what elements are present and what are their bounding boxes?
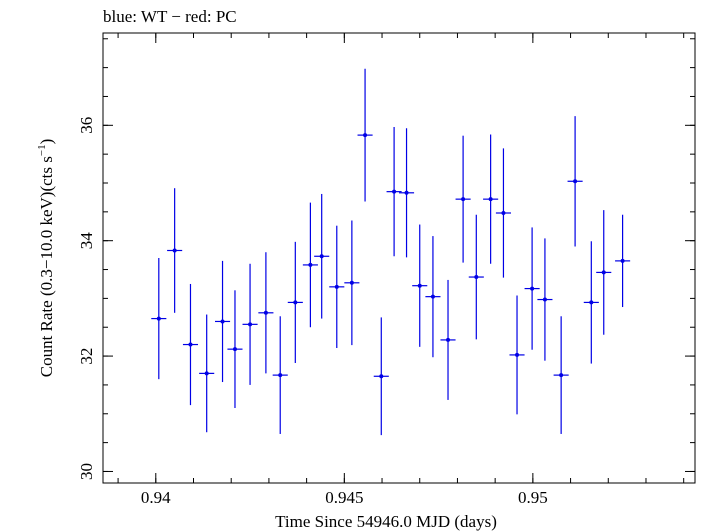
point-marker: [319, 254, 324, 259]
point-marker: [188, 342, 193, 347]
point-marker: [220, 319, 225, 324]
point-marker: [404, 190, 409, 195]
point-marker: [204, 371, 209, 376]
point-marker: [417, 283, 422, 288]
point-marker: [430, 294, 435, 299]
data-point: [399, 128, 415, 258]
data-point: [182, 283, 199, 406]
data-point: [227, 290, 243, 408]
point-marker: [501, 211, 506, 215]
point-marker: [515, 352, 520, 357]
data-point: [329, 225, 345, 348]
data-point: [553, 316, 569, 434]
point-marker: [363, 133, 368, 138]
chart-title: blue: WT − red: PC: [103, 7, 237, 26]
point-marker: [278, 373, 283, 378]
point-marker: [263, 310, 268, 315]
point-marker: [392, 189, 397, 194]
point-marker: [474, 275, 479, 280]
data-point: [615, 214, 631, 308]
data-point: [412, 224, 428, 347]
y-tick-label: 30: [77, 463, 96, 480]
axis-ticks: [103, 33, 695, 483]
point-marker: [248, 322, 253, 327]
data-points: [151, 68, 631, 436]
data-point: [357, 68, 373, 202]
y-tick-label: 36: [77, 117, 96, 134]
x-tick-label: 0.945: [325, 488, 363, 507]
y-axis-label: Count Rate (0.3−10.0 keV)(cts s−1): [36, 139, 56, 378]
y-axis-label-close: ): [37, 139, 56, 145]
data-point: [242, 263, 258, 385]
point-marker: [620, 258, 625, 263]
point-marker: [461, 197, 466, 202]
y-axis-label-main: Count Rate (0.3−10.0 keV)(cts s: [37, 156, 56, 377]
point-marker: [589, 300, 594, 305]
data-point: [386, 127, 402, 257]
data-point: [272, 316, 288, 434]
data-point: [214, 260, 231, 383]
data-point: [483, 134, 499, 264]
data-point: [373, 317, 389, 436]
point-marker: [446, 337, 451, 342]
data-point: [314, 193, 330, 319]
y-tick-label: 32: [77, 348, 96, 365]
data-point: [509, 295, 525, 415]
data-point: [583, 241, 599, 364]
point-marker: [232, 347, 237, 352]
data-point: [151, 258, 167, 380]
data-point: [344, 220, 360, 346]
x-tick-label: 0.95: [518, 488, 548, 507]
data-point: [199, 314, 215, 433]
data-point: [440, 279, 456, 400]
data-point: [567, 116, 583, 247]
point-marker: [573, 179, 578, 184]
point-marker: [308, 262, 313, 267]
data-point: [537, 238, 553, 361]
data-point: [524, 227, 540, 350]
data-point: [596, 210, 612, 335]
y-tick-label: 34: [77, 232, 96, 250]
data-point: [425, 236, 441, 358]
point-marker: [334, 284, 339, 289]
point-marker: [530, 286, 535, 291]
data-point: [495, 148, 511, 278]
point-marker: [559, 373, 564, 378]
plot-frame: [102, 32, 696, 484]
point-marker: [293, 300, 298, 305]
y-axis-label-exponent: −1: [36, 144, 48, 156]
point-marker: [156, 316, 161, 321]
point-marker: [601, 270, 606, 275]
point-marker: [488, 197, 493, 202]
data-point: [455, 135, 471, 263]
data-point: [287, 241, 303, 363]
x-tick-label: 0.94: [141, 488, 171, 507]
data-point: [167, 188, 183, 313]
point-marker: [172, 248, 177, 253]
point-marker: [379, 374, 384, 379]
data-point: [468, 214, 484, 340]
x-axis-label: Time Since 54946.0 MJD (days): [275, 512, 497, 531]
data-point: [302, 202, 318, 328]
point-marker: [349, 280, 354, 285]
data-point: [258, 252, 274, 374]
point-marker: [542, 297, 547, 302]
axis-tick-labels: 0.94 0.945 0.95 30 32 34 36: [77, 117, 548, 507]
